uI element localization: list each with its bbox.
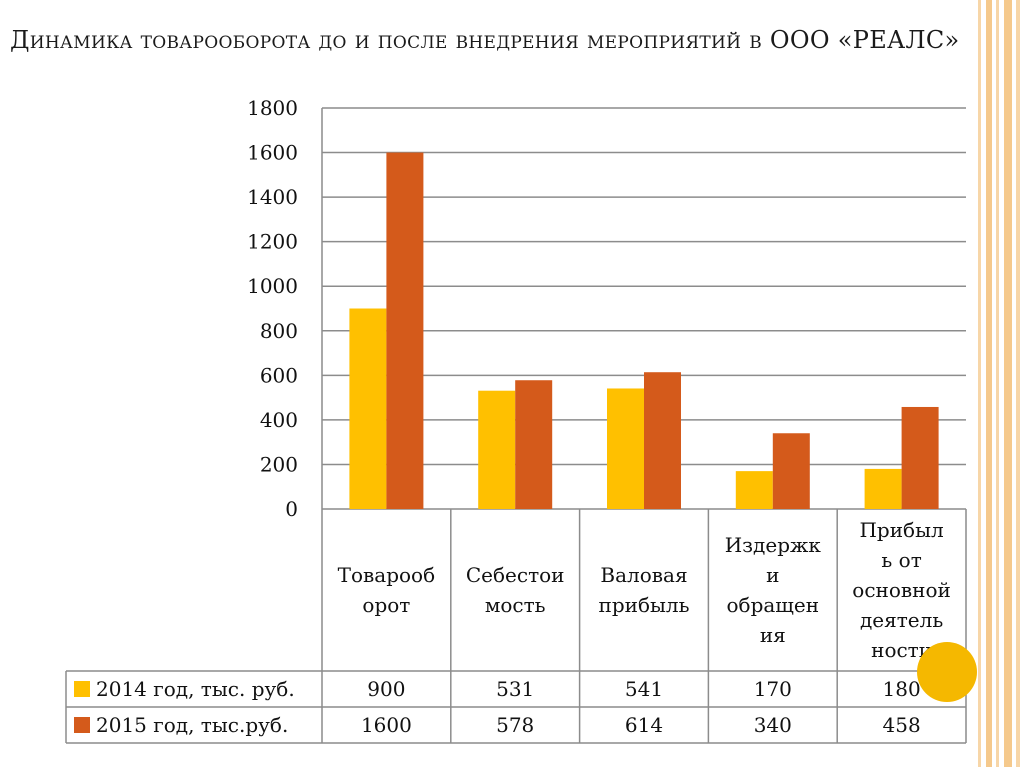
data-table: Товарооб орот Себестои мость Валовая прибыль И… bbox=[65, 509, 967, 744]
y-tick-label: 1600 bbox=[247, 141, 298, 165]
data-label: 578 bbox=[496, 713, 534, 737]
legend-key-2014 bbox=[74, 681, 90, 697]
category-label: Издержк и обращен ия bbox=[725, 533, 822, 647]
legend-key-2015 bbox=[74, 717, 90, 733]
data-label: 541 bbox=[625, 677, 663, 701]
bar-2015 bbox=[515, 380, 553, 509]
highlight-circle bbox=[917, 642, 977, 702]
bar-2015 bbox=[644, 372, 681, 509]
y-tick-label: 1000 bbox=[247, 274, 298, 298]
bar-2015 bbox=[386, 152, 424, 510]
chart-title: Динамика товарооборота до и после внедре… bbox=[10, 26, 960, 54]
y-tick-label: 1800 bbox=[247, 96, 298, 120]
category-label: Прибыл ь от основной деятель ности bbox=[852, 518, 951, 662]
data-label: 531 bbox=[496, 677, 534, 701]
category-label: Товарооб орот bbox=[338, 563, 436, 617]
bar-2015 bbox=[772, 433, 810, 509]
bar-2015 bbox=[901, 406, 939, 509]
bars bbox=[349, 152, 939, 510]
bar-2014 bbox=[864, 468, 902, 509]
data-label: 1600 bbox=[361, 713, 412, 737]
data-label: 458 bbox=[883, 713, 921, 737]
decorative-side-stripes bbox=[978, 0, 1024, 767]
bar-2014 bbox=[735, 471, 773, 509]
y-tick-label: 800 bbox=[260, 319, 298, 343]
legend-label: 2015 год, тыс.руб. bbox=[96, 713, 288, 737]
y-tick-label: 0 bbox=[285, 497, 298, 521]
y-tick-label: 400 bbox=[260, 408, 298, 432]
data-label: 170 bbox=[754, 677, 792, 701]
y-tick-label: 1400 bbox=[247, 185, 298, 209]
data-label: 900 bbox=[367, 677, 405, 701]
bar-2014 bbox=[349, 308, 387, 509]
data-label: 340 bbox=[754, 713, 792, 737]
y-tick-label: 1200 bbox=[247, 230, 298, 254]
y-tick-label: 600 bbox=[260, 363, 298, 387]
y-axis-tick-labels: 0 200 400 600 800 1000 1200 1400 1600 1800 bbox=[247, 96, 298, 521]
category-label: Валовая прибыль bbox=[598, 563, 689, 617]
data-label: 180 bbox=[883, 677, 921, 701]
legend-label: 2014 год, тыс. руб. bbox=[96, 677, 295, 701]
data-label: 614 bbox=[625, 713, 663, 737]
bar-2014 bbox=[607, 388, 644, 509]
y-tick-label: 200 bbox=[260, 452, 298, 476]
bar-2014 bbox=[478, 390, 516, 509]
category-label: Себестои мость bbox=[466, 563, 565, 617]
